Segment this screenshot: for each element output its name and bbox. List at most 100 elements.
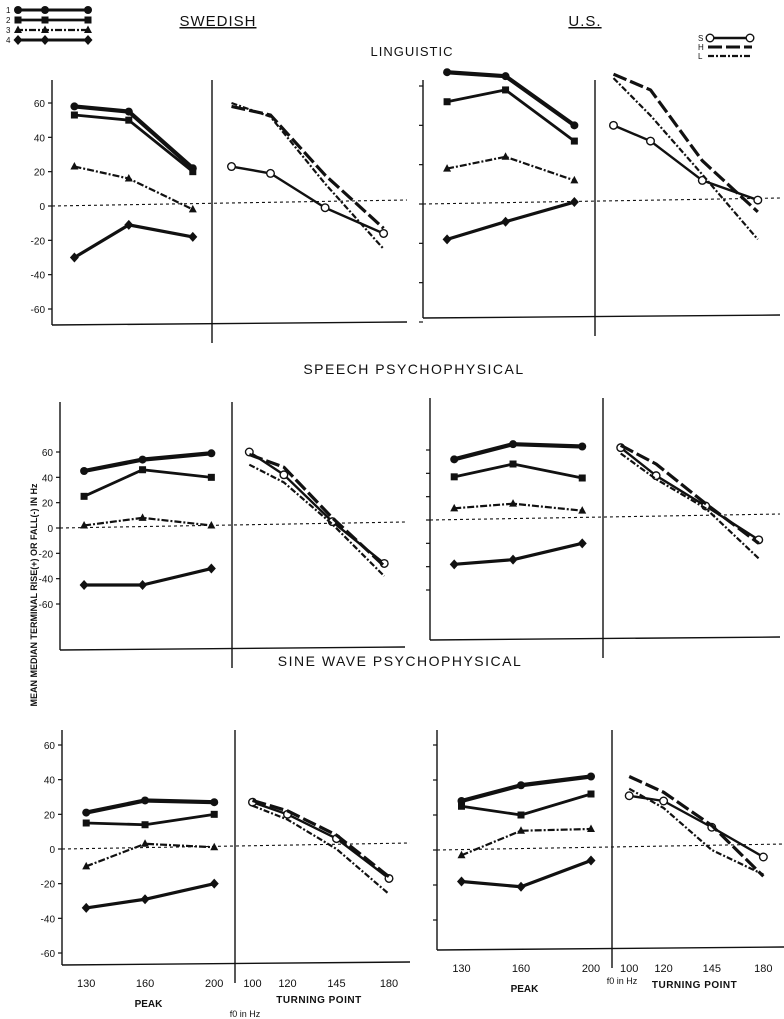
data-point-1 (141, 796, 150, 805)
column-title-us: U.S. (568, 13, 601, 30)
legend-marker (84, 25, 92, 33)
data-point-4 (81, 902, 91, 913)
data-point-3 (70, 162, 79, 170)
data-point-S (697, 175, 707, 185)
data-point-4 (69, 252, 79, 263)
x-axis-line (422, 314, 781, 319)
series-line-3 (74, 165, 194, 211)
series-line-H (619, 443, 760, 545)
legend-number: 4 (6, 36, 11, 45)
series-line-L (612, 77, 759, 241)
data-point-3 (501, 152, 510, 160)
legend-marker (14, 16, 22, 24)
y-tick-label: -40 (39, 575, 54, 586)
data-point-S (279, 470, 289, 480)
chart-panel: 130 160 200 100 120 145 180 PEAK TURNING POINT f0… (433, 730, 784, 995)
series-line-1 (460, 774, 592, 804)
data-point-4 (457, 876, 466, 887)
data-point-4 (508, 554, 518, 565)
x-tick-label: 120 (654, 963, 672, 975)
peak-label: PEAK (135, 999, 164, 1010)
data-point-2 (570, 137, 578, 145)
data-point-4 (569, 197, 579, 208)
data-point-S (758, 852, 768, 862)
data-point-S (320, 203, 330, 213)
legend-marker (84, 6, 92, 14)
legend-marker (14, 6, 22, 14)
data-point-S (659, 796, 669, 806)
data-point-1 (501, 72, 510, 81)
y-tick-label: -20 (39, 549, 54, 560)
data-point-3 (457, 850, 466, 859)
data-point-4 (206, 563, 216, 574)
data-point-4 (501, 216, 511, 227)
x-tick-label: 160 (136, 978, 154, 990)
y-tick-label: 60 (42, 448, 54, 459)
legend-letter: H (698, 43, 704, 52)
data-point-3 (570, 175, 579, 184)
legend-marker (705, 33, 715, 43)
x-axis-line (436, 946, 784, 951)
series-line-L (620, 452, 760, 560)
legend-marker (13, 35, 23, 45)
series-line-S (252, 801, 390, 880)
series-line-4 (73, 223, 194, 259)
y-tick-label: 40 (34, 133, 46, 144)
x-axis-line (429, 636, 781, 641)
panel-title-sine: SINE WAVE PSYCHOPHYSICAL (278, 653, 523, 669)
series-line-S (231, 165, 385, 235)
data-point-3 (509, 499, 518, 507)
data-point-3 (517, 826, 525, 834)
data-point-4 (124, 219, 134, 230)
series-line-3 (85, 842, 215, 868)
data-point-3 (578, 506, 587, 514)
panel-title-speech: SPEECH PSYCHOPHYSICAL (303, 361, 524, 377)
x-tick-label: 200 (582, 963, 600, 975)
data-point-2 (517, 811, 525, 819)
legend-number: 3 (6, 26, 11, 35)
data-point-3 (80, 520, 89, 529)
y-tick-label: 40 (42, 473, 54, 484)
data-point-2 (443, 98, 451, 106)
x-tick-label: 130 (452, 963, 470, 975)
legend-marker (745, 33, 755, 43)
f0-label: f0 in Hz (230, 1009, 261, 1019)
x-tick-label: 130 (77, 978, 95, 990)
data-point-3 (188, 204, 197, 213)
chart-panel: 60 40 20 0 -20 -40 -60 (39, 402, 406, 668)
data-point-1 (210, 798, 219, 807)
y-tick-label: -20 (41, 880, 56, 891)
data-point-3 (138, 513, 147, 521)
data-point-3 (210, 842, 219, 851)
data-point-S (609, 120, 619, 130)
series-line-2 (83, 468, 212, 498)
f0-label: f0 in Hz (607, 976, 638, 986)
data-point-4 (138, 580, 148, 590)
series-line-H (252, 798, 390, 878)
y-tick-label: 0 (47, 524, 53, 535)
series-line-4 (446, 200, 575, 241)
y-axis-label: MEAN MEDIAN TERMINAL RISE(+) OR FALL(-) … (29, 483, 39, 707)
x-tick-label: 160 (512, 963, 530, 975)
y-tick-label: 40 (44, 776, 56, 787)
x-tick-label: 145 (703, 963, 721, 975)
data-point-3 (450, 503, 459, 512)
series-line-L (248, 463, 386, 577)
column-title-swedish: SWEDISH (179, 13, 256, 30)
y-tick-label: -60 (41, 949, 56, 960)
series-line-1 (83, 451, 212, 474)
data-point-1 (82, 808, 91, 817)
data-point-1 (578, 442, 587, 451)
series-line-S (619, 446, 760, 541)
data-point-2 (210, 810, 218, 818)
data-point-2 (125, 116, 133, 124)
legend-marker (40, 35, 50, 45)
x-tick-label: 180 (754, 963, 772, 975)
data-point-4 (79, 580, 89, 590)
data-point-2 (80, 492, 88, 500)
data-point-3 (207, 520, 216, 529)
data-point-1 (124, 107, 133, 116)
y-tick-label: 20 (44, 810, 56, 821)
legend-letter: L (698, 52, 703, 61)
